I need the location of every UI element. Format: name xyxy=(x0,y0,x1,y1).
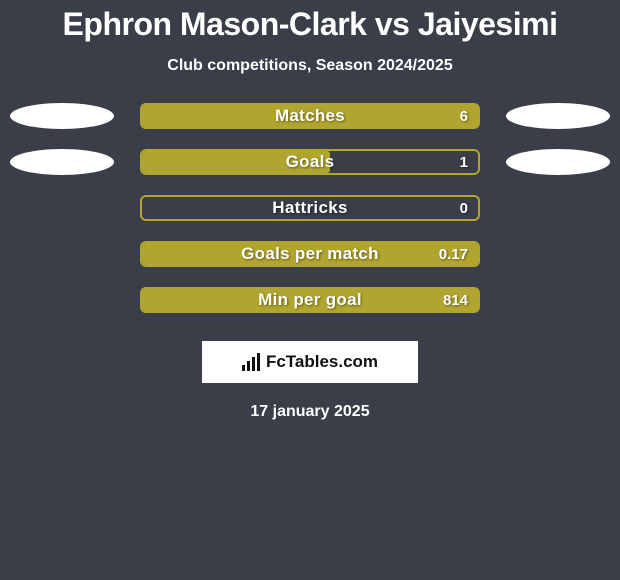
stat-label: Min per goal xyxy=(142,289,478,311)
stat-value: 814 xyxy=(443,289,468,311)
right-ellipse-icon xyxy=(506,149,610,175)
stat-row: Min per goal814 xyxy=(0,287,620,313)
infographic-container: Ephron Mason-Clark vs Jaiyesimi Club com… xyxy=(0,0,620,421)
left-ellipse-icon xyxy=(10,103,114,129)
stat-label: Goals xyxy=(142,151,478,173)
right-ellipse-icon xyxy=(506,103,610,129)
stat-bar: Matches6 xyxy=(140,103,480,129)
stat-rows: Matches6Goals1Hattricks0Goals per match0… xyxy=(0,103,620,313)
left-ellipse-icon xyxy=(10,149,114,175)
logo-bars-icon xyxy=(242,353,260,371)
page-title: Ephron Mason-Clark vs Jaiyesimi xyxy=(63,6,558,43)
stat-row: Goals1 xyxy=(0,149,620,175)
footer-logo: FcTables.com xyxy=(202,341,418,383)
stat-value: 0 xyxy=(460,197,468,219)
logo-text: FcTables.com xyxy=(266,352,378,372)
stat-value: 0.17 xyxy=(439,243,468,265)
stat-value: 1 xyxy=(460,151,468,173)
stat-value: 6 xyxy=(460,105,468,127)
stat-row: Hattricks0 xyxy=(0,195,620,221)
footer-date: 17 january 2025 xyxy=(250,403,369,421)
stat-bar: Hattricks0 xyxy=(140,195,480,221)
stat-label: Matches xyxy=(142,105,478,127)
stat-bar: Goals per match0.17 xyxy=(140,241,480,267)
stat-row: Goals per match0.17 xyxy=(0,241,620,267)
stat-label: Hattricks xyxy=(142,197,478,219)
stat-row: Matches6 xyxy=(0,103,620,129)
stat-label: Goals per match xyxy=(142,243,478,265)
stat-bar: Min per goal814 xyxy=(140,287,480,313)
stat-bar: Goals1 xyxy=(140,149,480,175)
subtitle: Club competitions, Season 2024/2025 xyxy=(167,57,452,75)
